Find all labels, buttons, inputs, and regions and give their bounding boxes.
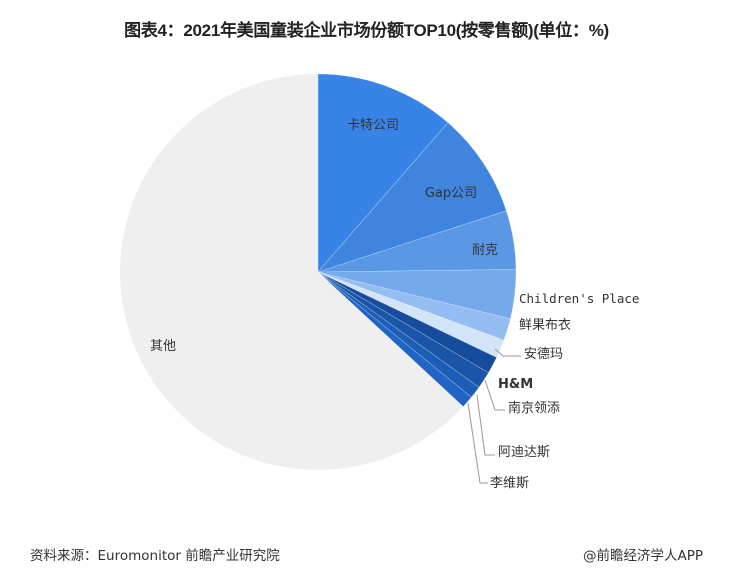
pie-slice: [317, 271, 511, 341]
slice-label: 安德玛: [524, 347, 563, 362]
slice-label: 卡特公司: [347, 118, 399, 133]
pie-slice: [317, 271, 480, 398]
slice-label: 李维斯: [490, 476, 529, 491]
pie-slice: [317, 73, 449, 273]
pie-slice: [317, 271, 472, 408]
chart-title: 图表4：2021年美国童装企业市场份额TOP10(按零售额)(单位：%): [124, 21, 609, 40]
pie-slice: [317, 210, 517, 273]
pie-slice: [317, 271, 489, 388]
pie-slice: [317, 271, 505, 358]
pie-slice: [119, 73, 464, 471]
slice-label: 耐克: [472, 243, 498, 258]
slice-label: 其他: [150, 339, 176, 354]
leader-line: [484, 379, 505, 411]
leader-line: [494, 348, 521, 357]
slice-label: H&M: [498, 377, 533, 392]
credit-note: @前瞻经济学人APP: [582, 548, 703, 564]
pie-slice: [317, 122, 507, 273]
leader-line: [467, 402, 488, 484]
slice-label: 阿迪达斯: [498, 445, 550, 460]
slice-label: 南京领添: [508, 400, 560, 416]
pie-slice: [317, 271, 498, 374]
leader-line: [476, 394, 495, 456]
pie-slice: [317, 269, 517, 320]
source-note: 资料来源：Euromonitor 前瞻产业研究院: [30, 548, 280, 564]
slice-label: 鲜果布衣: [519, 317, 571, 333]
slice-label: Gap公司: [425, 186, 477, 201]
slice-label: Children's Place: [519, 291, 639, 306]
